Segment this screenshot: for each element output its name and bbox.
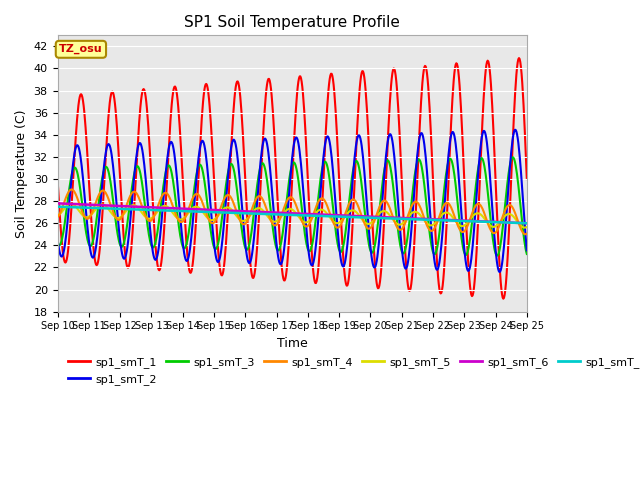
sp1_smT_4 xyxy=(523,231,531,237)
sp1_smT_5 xyxy=(62,204,70,209)
sp1_smT_1 xyxy=(183,245,191,251)
sp1_smT_3 xyxy=(54,240,61,246)
sp1_smT_3 xyxy=(362,223,370,228)
sp1_smT_3 xyxy=(158,194,166,200)
sp1_smT_3 xyxy=(183,240,191,246)
sp1_smT_2 xyxy=(495,269,503,275)
sp1_smT_6 xyxy=(523,220,531,226)
sp1_smT_5 xyxy=(184,211,191,217)
sp1_smT_6 xyxy=(362,214,370,219)
sp1_smT_3 xyxy=(111,207,118,213)
sp1_smT_4 xyxy=(522,231,529,237)
sp1_smT_5 xyxy=(159,204,166,209)
sp1_smT_7 xyxy=(62,204,70,210)
sp1_smT_5 xyxy=(54,213,61,219)
sp1_smT_1 xyxy=(499,296,507,301)
sp1_smT_7 xyxy=(349,214,356,220)
sp1_smT_3 xyxy=(62,211,70,216)
Text: TZ_osu: TZ_osu xyxy=(59,44,102,54)
sp1_smT_6 xyxy=(183,206,191,212)
sp1_smT_7 xyxy=(183,208,191,214)
Line: sp1_smT_3: sp1_smT_3 xyxy=(58,157,527,256)
sp1_smT_3 xyxy=(509,155,516,160)
sp1_smT_7 xyxy=(111,206,118,212)
sp1_smT_5 xyxy=(67,201,74,206)
sp1_smT_1 xyxy=(349,222,356,228)
Y-axis label: Soil Temperature (C): Soil Temperature (C) xyxy=(15,109,28,238)
sp1_smT_2 xyxy=(54,236,61,242)
sp1_smT_1 xyxy=(362,96,370,102)
sp1_smT_1 xyxy=(111,96,118,102)
Legend: sp1_smT_1, sp1_smT_2, sp1_smT_3, sp1_smT_4, sp1_smT_5, sp1_smT_6, sp1_smT_7: sp1_smT_1, sp1_smT_2, sp1_smT_3, sp1_smT… xyxy=(63,353,640,389)
sp1_smT_2 xyxy=(511,127,519,132)
sp1_smT_1 xyxy=(62,259,70,265)
sp1_smT_2 xyxy=(111,176,118,181)
Line: sp1_smT_4: sp1_smT_4 xyxy=(58,190,527,234)
sp1_smT_4 xyxy=(363,225,371,230)
sp1_smT_2 xyxy=(349,178,356,184)
sp1_smT_6 xyxy=(62,201,70,206)
sp1_smT_4 xyxy=(62,194,70,200)
sp1_smT_5 xyxy=(349,207,357,213)
sp1_smT_2 xyxy=(158,214,166,219)
sp1_smT_5 xyxy=(523,224,531,230)
sp1_smT_7 xyxy=(362,215,370,220)
sp1_smT_4 xyxy=(159,192,166,198)
sp1_smT_6 xyxy=(111,203,118,209)
Line: sp1_smT_1: sp1_smT_1 xyxy=(58,58,527,299)
Line: sp1_smT_7: sp1_smT_7 xyxy=(58,207,527,223)
sp1_smT_1 xyxy=(54,176,61,182)
Line: sp1_smT_6: sp1_smT_6 xyxy=(58,204,527,223)
sp1_smT_6 xyxy=(158,205,166,211)
sp1_smT_4 xyxy=(349,196,357,202)
sp1_smT_1 xyxy=(523,176,531,182)
Line: sp1_smT_2: sp1_smT_2 xyxy=(58,130,527,272)
sp1_smT_7 xyxy=(523,220,531,226)
Title: SP1 Soil Temperature Profile: SP1 Soil Temperature Profile xyxy=(184,15,400,30)
sp1_smT_7 xyxy=(54,204,61,210)
sp1_smT_2 xyxy=(62,233,70,239)
sp1_smT_3 xyxy=(493,253,500,259)
sp1_smT_5 xyxy=(111,214,119,220)
sp1_smT_4 xyxy=(67,187,75,192)
Line: sp1_smT_5: sp1_smT_5 xyxy=(58,204,527,228)
sp1_smT_2 xyxy=(362,193,370,199)
X-axis label: Time: Time xyxy=(276,337,308,350)
sp1_smT_3 xyxy=(349,170,356,176)
sp1_smT_2 xyxy=(523,248,531,253)
sp1_smT_4 xyxy=(54,214,61,220)
sp1_smT_5 xyxy=(363,221,371,227)
sp1_smT_4 xyxy=(111,213,119,219)
sp1_smT_6 xyxy=(349,213,356,219)
sp1_smT_1 xyxy=(158,254,166,260)
sp1_smT_7 xyxy=(158,207,166,213)
sp1_smT_4 xyxy=(184,209,191,215)
sp1_smT_6 xyxy=(54,201,61,206)
sp1_smT_5 xyxy=(521,225,529,230)
sp1_smT_2 xyxy=(183,258,191,264)
sp1_smT_3 xyxy=(523,251,531,257)
sp1_smT_1 xyxy=(515,55,523,61)
